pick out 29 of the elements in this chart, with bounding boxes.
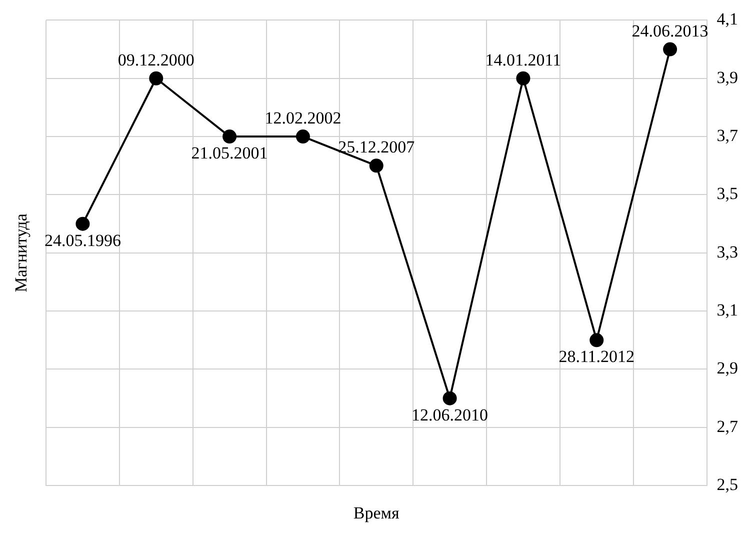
point [76, 216, 90, 231]
point [516, 71, 530, 86]
point [296, 130, 310, 144]
y-tick-label: 2,7 [716, 416, 738, 436]
y-tick-label: 3,5 [716, 184, 738, 204]
annotation: 21.05.2001 [191, 144, 268, 163]
point [222, 130, 237, 144]
x-axis-title: Время [353, 503, 400, 522]
annotation: 24.06.2013 [632, 21, 708, 40]
annotation: 09.12.2000 [118, 50, 194, 70]
annotation: 24.05.1996 [44, 230, 121, 250]
y-tick-label: 4,1 [716, 10, 738, 29]
point [149, 71, 164, 86]
annotation: 12.06.2010 [412, 405, 488, 424]
annotation: 12.02.2002 [264, 108, 342, 128]
y-tick-label: 3,1 [716, 300, 738, 320]
point [590, 333, 604, 348]
point [442, 391, 457, 406]
annotation: 28.11.2012 [558, 347, 635, 366]
y-tick-label: 2,5 [716, 475, 738, 494]
point [663, 42, 678, 56]
annotation: 25.12.2007 [338, 138, 416, 157]
y-tick-label: 3,9 [716, 68, 738, 87]
y-axis-title: Магнитуда [11, 213, 30, 292]
y-tick-label: 3,7 [716, 126, 738, 146]
point [369, 158, 384, 173]
y-tick-label: 3,3 [716, 242, 738, 262]
annotation: 14.01.2011 [485, 50, 562, 70]
y-tick-label: 2,9 [716, 358, 738, 378]
